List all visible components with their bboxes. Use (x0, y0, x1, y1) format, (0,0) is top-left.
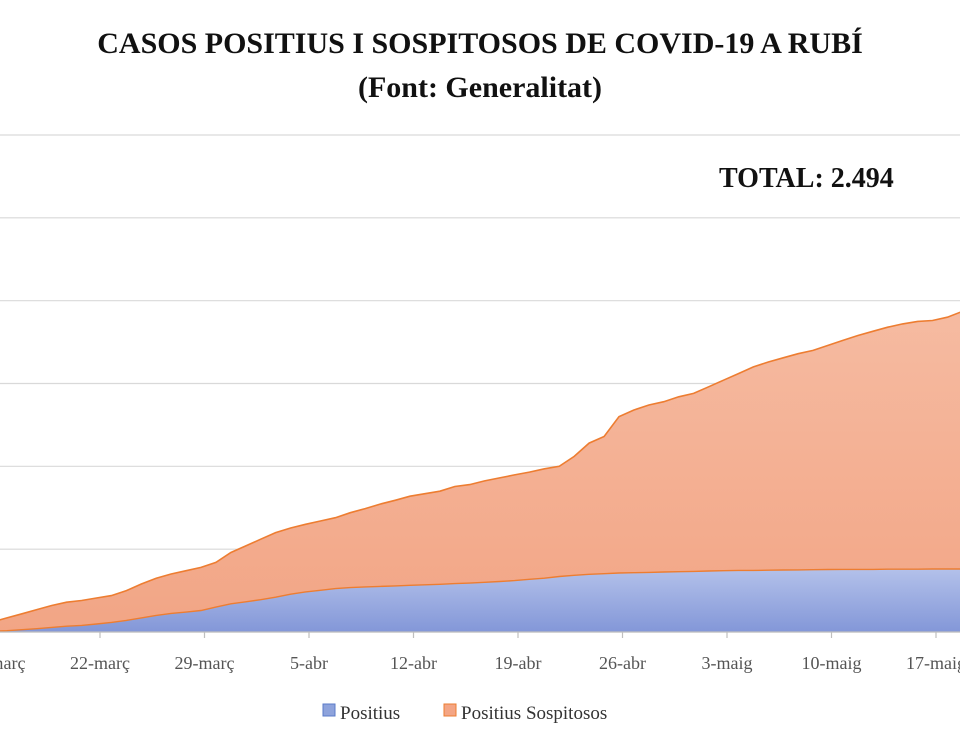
x-tick-label: 22-març (70, 653, 130, 673)
series-line-positius-sospitosos (0, 311, 960, 621)
series-line-positius (0, 568, 960, 632)
x-axis: 15-març 22-març 29-març 5-abr 12-abr 19-abr 26… (0, 631, 960, 673)
x-tick-label: 12-abr (390, 653, 437, 673)
series-area-positius (0, 569, 960, 632)
x-tick-label: 10-maig (802, 653, 862, 673)
total-annotation: TOTAL: 2.494 (719, 163, 894, 194)
x-tick-label: 19-abr (495, 653, 542, 673)
chart-title: CASOS POSITIUS I SOSPITOSOS DE COVID-19 … (97, 27, 863, 60)
legend-swatch (322, 703, 336, 717)
legend-swatch (443, 703, 457, 717)
x-tick-label: 17-maig (906, 653, 960, 673)
series-area-positius-sospitosos (0, 312, 960, 631)
legend-label: Positius Sospitosos (461, 703, 607, 724)
x-tick-label: 15-març (0, 653, 25, 673)
x-tick-label: 26-abr (599, 653, 646, 673)
x-tick-label: 5-abr (290, 653, 328, 673)
chart-subtitle: (Font: Generalitat) (357, 71, 603, 104)
x-tick-label: 3-maig (702, 653, 753, 673)
x-tick-label: 29-març (175, 653, 235, 673)
series-areas (0, 311, 960, 632)
legend: Positius Positius Sospitosos (322, 703, 607, 724)
legend-label: Positius (340, 703, 400, 724)
